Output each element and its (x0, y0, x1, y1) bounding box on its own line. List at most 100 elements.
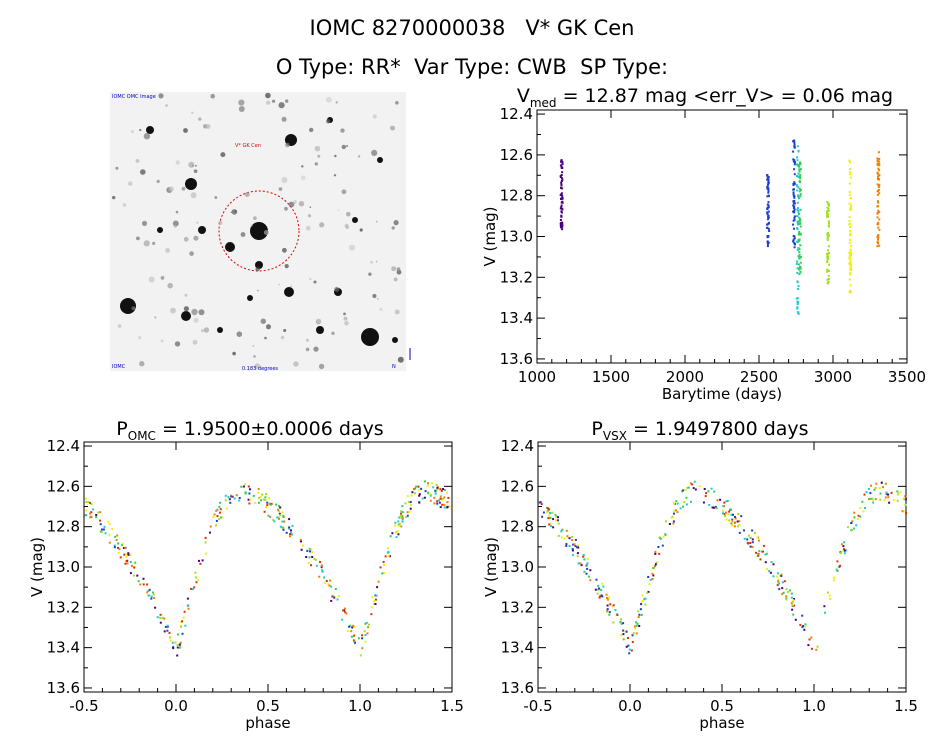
lc-point-s1 (560, 180, 563, 182)
faint-star (394, 309, 400, 315)
phase-point (406, 511, 409, 514)
phase-point (429, 493, 432, 496)
lc-point-s2 (767, 176, 770, 178)
phase-point (118, 548, 121, 551)
phase-point (836, 560, 839, 563)
star-4 (185, 178, 197, 190)
phase-point (716, 499, 719, 502)
phase-point (258, 496, 261, 499)
phase-point (108, 534, 111, 537)
faint-star (266, 100, 271, 105)
phase-point (142, 583, 145, 586)
phase-point (197, 579, 200, 582)
lc-point-s2 (767, 201, 770, 204)
phase-point (401, 518, 404, 521)
phase-point (310, 564, 312, 567)
phase-point (247, 498, 250, 501)
phase-point (161, 616, 164, 619)
phase-point (840, 543, 843, 546)
phase-point (388, 555, 391, 558)
phase-point (323, 576, 326, 579)
phase-point (277, 508, 279, 511)
lc-point-s7 (848, 194, 851, 197)
phase-point (829, 598, 832, 600)
phase-point (121, 542, 124, 545)
phase-point (843, 548, 845, 551)
phase-point (756, 536, 759, 539)
phase-point (904, 495, 907, 498)
phase-point (264, 498, 267, 501)
lc-point-s5 (799, 267, 802, 270)
phase-point (329, 579, 332, 582)
faint-star (183, 306, 189, 312)
phase-point (129, 553, 132, 556)
phase-point (606, 609, 609, 612)
phase-point (408, 510, 411, 513)
lc-frame (536, 109, 908, 364)
vsx-ytick-label: 12.4 (501, 437, 534, 455)
lc-point-s3 (794, 161, 796, 164)
star-2 (120, 298, 136, 314)
lc-point-s6 (826, 252, 829, 255)
phase-point (291, 533, 294, 536)
lc-point-s5 (799, 270, 802, 273)
phase-point (557, 519, 559, 522)
phase-point (418, 493, 421, 496)
phase-point (441, 498, 444, 501)
faint-star (368, 272, 372, 276)
phase-point (664, 533, 667, 536)
phase-point (801, 626, 804, 629)
phase-point (401, 505, 404, 508)
phase-point (639, 608, 642, 611)
phase-point (751, 546, 754, 548)
phase-point (625, 630, 628, 633)
phase-point (321, 569, 324, 572)
faint-star (349, 244, 355, 251)
phase-point (429, 494, 432, 497)
faint-star (230, 211, 233, 214)
phase-point (896, 490, 899, 493)
phase-point (538, 501, 541, 504)
faint-star (395, 101, 399, 105)
phase-point (219, 508, 222, 511)
lc-point-s5 (798, 190, 801, 193)
phase-point (383, 572, 385, 575)
omc-xtick-label: 1.5 (440, 697, 464, 715)
lc-point-s6 (826, 257, 829, 260)
phase-point (150, 597, 153, 600)
phase-point (843, 541, 846, 544)
image-label-bottom-left: IOMC (112, 364, 126, 370)
phase-point (233, 497, 236, 500)
phase-point (859, 515, 862, 518)
lc-point-s5 (798, 253, 801, 256)
faint-star (305, 225, 311, 231)
phase-point (418, 494, 421, 497)
lc-point-s8 (876, 162, 879, 165)
lc-point-s7 (848, 262, 851, 264)
phase-point (446, 506, 449, 509)
lc-point-s6 (826, 201, 829, 203)
phase-point (401, 511, 404, 513)
phase-point (785, 595, 788, 598)
lc-point-s4 (797, 287, 799, 290)
lc-point-s8 (876, 178, 879, 180)
phase-point (723, 513, 726, 515)
phase-point (577, 544, 579, 547)
lc-point-s6 (827, 202, 829, 205)
faint-star (130, 129, 135, 134)
phase-point (747, 534, 750, 537)
lc-point-s5 (799, 188, 802, 191)
lc-point-s3 (793, 141, 796, 144)
phase-point (648, 583, 651, 586)
phase-point (896, 493, 899, 496)
faint-star (201, 329, 204, 333)
phase-point (279, 513, 282, 516)
phase-point (865, 491, 868, 494)
phase-point (90, 503, 93, 506)
faint-star (288, 201, 295, 208)
phase-point (199, 562, 202, 565)
lc-point-s7 (848, 161, 851, 164)
phase-point (684, 489, 687, 491)
lc-point-s8 (878, 244, 881, 247)
lc-point-s7 (849, 266, 852, 269)
